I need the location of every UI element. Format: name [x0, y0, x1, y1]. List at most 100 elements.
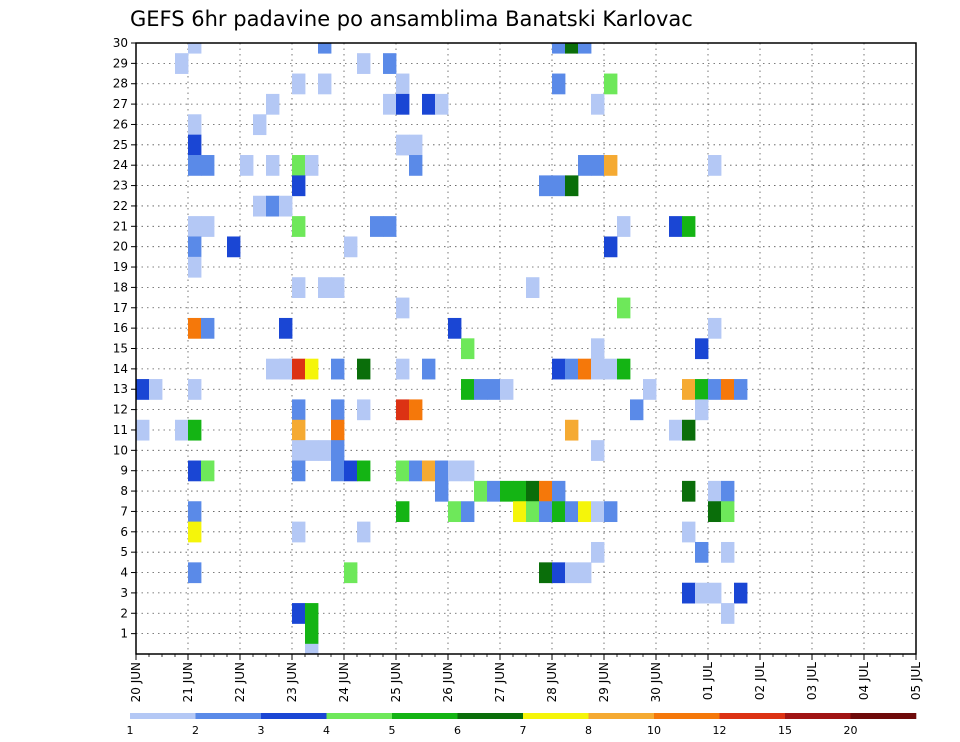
data-cell [357, 358, 371, 380]
data-cell [396, 134, 410, 156]
data-cell [422, 358, 436, 380]
data-cell [344, 562, 358, 584]
x-tick-label: 24 JUN [337, 662, 351, 702]
legend-swatch [130, 713, 196, 719]
data-cell [188, 460, 202, 482]
x-tick-label: 04 JUL [857, 662, 871, 700]
data-cell [695, 582, 709, 604]
data-cell [188, 155, 202, 176]
data-cell [721, 501, 735, 523]
data-cell [708, 480, 722, 502]
data-cell [552, 562, 566, 584]
data-cell [175, 419, 189, 441]
data-cell [357, 399, 371, 421]
data-cell [383, 93, 397, 115]
data-cell [188, 521, 202, 543]
data-cell [682, 216, 696, 237]
data-cell [630, 399, 644, 421]
data-cell [552, 501, 566, 523]
data-cell [617, 216, 631, 237]
data-cell [253, 114, 267, 136]
data-cell [591, 358, 605, 380]
data-cell [487, 379, 501, 400]
x-tick-label: 22 JUN [233, 662, 247, 702]
data-cell [188, 419, 202, 441]
legend-label: 12 [713, 724, 727, 737]
data-cell [344, 236, 358, 258]
y-tick-label: 29 [113, 56, 128, 70]
data-cell [578, 562, 592, 584]
data-cell [526, 480, 540, 502]
data-cell [240, 155, 254, 176]
data-cell [734, 379, 748, 400]
data-cell [669, 419, 683, 441]
x-axis-ticks: 20 JUN 21 JUN 22 JUN 23 JUN 24 JUN 25 JUN 26 J… [129, 654, 923, 702]
data-cell [396, 297, 410, 319]
y-tick-label: 22 [113, 199, 128, 213]
data-cell [708, 501, 722, 523]
data-cell [604, 501, 618, 523]
data-cell [318, 73, 332, 95]
data-cell [188, 501, 202, 523]
legend-swatch [523, 713, 589, 719]
data-cell [682, 419, 696, 441]
data-cell [396, 460, 410, 482]
data-cell [292, 175, 306, 197]
data-cell [708, 155, 722, 176]
data-cell [188, 114, 202, 136]
x-tick-label: 23 JUN [285, 662, 299, 702]
data-cell [292, 399, 306, 421]
data-cell [565, 175, 579, 197]
data-cell [331, 277, 345, 298]
data-cell [591, 155, 605, 176]
data-cell [396, 501, 410, 523]
data-cell [591, 541, 605, 563]
data-cell [604, 73, 618, 95]
data-cell [292, 358, 306, 380]
legend-label: 10 [647, 724, 661, 737]
data-cell [396, 399, 410, 421]
data-cell [266, 155, 280, 176]
x-tick-label: 21 JUN [181, 662, 195, 702]
color-legend: 1 2 3 4 5 6 7 8 10 12 15 20 [127, 713, 917, 737]
y-tick-label: 17 [113, 301, 128, 315]
data-cell [552, 358, 566, 380]
legend-label: 3 [258, 724, 265, 737]
legend-label: 2 [192, 724, 199, 737]
y-tick-label: 11 [113, 423, 128, 437]
y-tick-label: 28 [113, 77, 128, 91]
data-cell [149, 379, 163, 400]
data-cell [708, 317, 722, 339]
x-tick-label: 02 JUL [753, 662, 767, 700]
data-cell [331, 399, 345, 421]
data-cell [201, 216, 215, 237]
y-tick-label: 3 [120, 586, 128, 600]
data-cell [643, 379, 657, 400]
data-cell [474, 379, 488, 400]
data-cell [136, 419, 150, 441]
data-cell [591, 501, 605, 523]
data-cell [578, 155, 592, 176]
y-tick-label: 16 [113, 321, 128, 335]
data-cell [188, 256, 202, 278]
data-cell [565, 43, 579, 54]
legend-swatch [392, 713, 458, 719]
data-cell [188, 317, 202, 339]
y-tick-label: 25 [113, 138, 128, 152]
legend-swatch [588, 713, 655, 719]
data-cell [292, 155, 306, 176]
y-tick-label: 19 [113, 260, 128, 274]
legend-swatch [654, 713, 720, 719]
legend-label: 1 [127, 724, 134, 737]
data-cell [188, 134, 202, 156]
y-tick-label: 26 [113, 117, 128, 131]
data-cell [617, 297, 631, 319]
data-cell [721, 603, 735, 624]
legend-label: 4 [323, 724, 330, 737]
data-cell [552, 43, 566, 54]
data-cell [357, 53, 371, 74]
data-cell [292, 603, 306, 624]
data-cell [682, 582, 696, 604]
data-cell [305, 623, 319, 645]
data-cell [175, 53, 189, 74]
